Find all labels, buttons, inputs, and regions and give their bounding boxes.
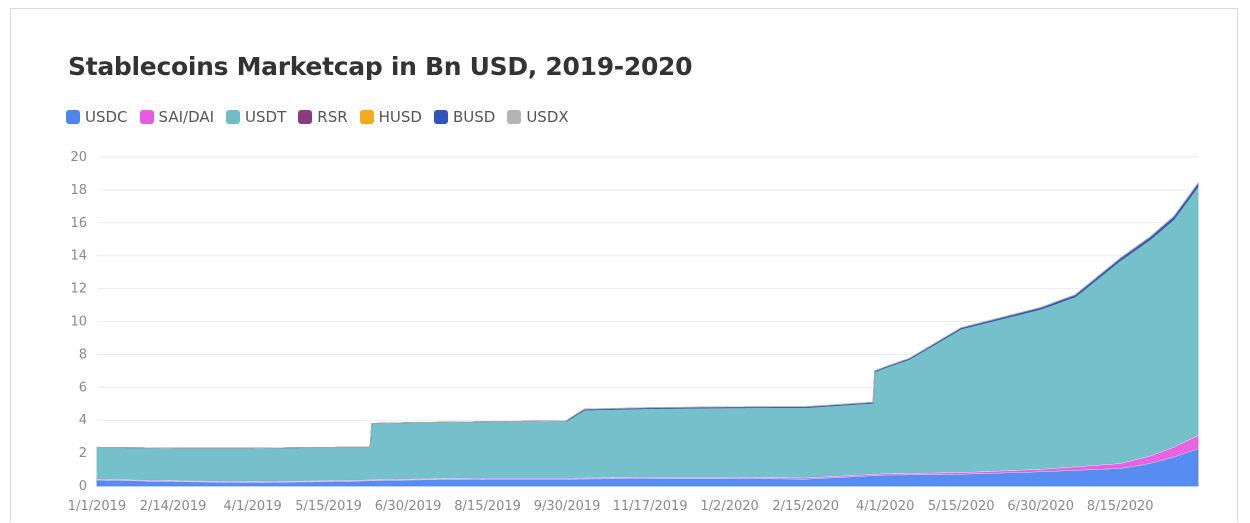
legend-label: RSR	[317, 108, 348, 126]
x-tick-label: 5/15/2020	[928, 499, 995, 514]
chart-legend: USDC SAI/DAI USDT RSR HUSD BUSD USDX	[66, 108, 569, 126]
x-axis-ticks: 1/1/2019 2/14/2019 4/1/2019 5/15/2019 6/30/2…	[68, 499, 1154, 514]
chart-title: Stablecoins Marketcap in Bn USD, 2019-20…	[68, 52, 693, 81]
y-tick-label: 16	[70, 216, 87, 231]
x-tick-label: 6/30/2019	[375, 499, 442, 514]
x-tick-label: 8/15/2020	[1087, 499, 1154, 514]
legend-item-usdt[interactable]: USDT	[226, 108, 286, 126]
legend-swatch	[66, 110, 80, 124]
legend-item-sai-dai[interactable]: SAI/DAI	[139, 108, 215, 126]
legend-item-usdx[interactable]: USDX	[507, 108, 569, 126]
legend-label: USDX	[526, 108, 569, 126]
legend-swatch	[139, 110, 154, 124]
y-tick-label: 10	[70, 315, 87, 330]
x-tick-label: 11/17/2019	[613, 499, 688, 514]
legend-swatch	[359, 110, 374, 124]
x-tick-label: 5/15/2019	[295, 499, 362, 514]
legend-label: SAI/DAI	[158, 108, 215, 126]
legend-swatch	[433, 110, 448, 124]
y-tick-label: 12	[70, 282, 87, 297]
legend-swatch	[226, 110, 241, 124]
legend-item-husd[interactable]: HUSD	[359, 108, 422, 126]
x-tick-label: 1/2/2020	[700, 499, 758, 514]
y-tick-label: 18	[70, 183, 87, 198]
y-tick-label: 6	[79, 380, 87, 395]
x-tick-label: 2/15/2020	[772, 499, 839, 514]
legend-label: HUSD	[378, 108, 422, 126]
y-tick-label: 8	[79, 347, 87, 362]
legend-label: USDT	[245, 108, 287, 126]
area-usdt	[96, 185, 1199, 482]
legend-item-rsr[interactable]: RSR	[298, 108, 348, 126]
legend-label: BUSD	[452, 108, 496, 126]
series-areas	[96, 182, 1199, 487]
x-tick-label: 6/30/2020	[1007, 499, 1074, 514]
legend-item-usdc[interactable]: USDC	[66, 108, 128, 126]
x-tick-label: 8/15/2019	[454, 499, 521, 514]
x-tick-label: 4/1/2019	[223, 499, 281, 514]
x-tick-label: 4/1/2020	[856, 499, 914, 514]
y-tick-label: 2	[79, 446, 87, 461]
y-tick-label: 0	[79, 479, 87, 494]
y-axis-ticks: 0 2 4 6 8 10 12 14 16 18 20	[70, 150, 87, 494]
x-tick-label: 9/30/2019	[534, 499, 601, 514]
y-tick-label: 20	[70, 150, 87, 165]
legend-item-busd[interactable]: BUSD	[433, 108, 496, 126]
x-tick-label: 1/1/2019	[68, 499, 126, 514]
legend-label: USDC	[85, 108, 128, 126]
legend-swatch	[298, 110, 313, 124]
legend-swatch	[507, 110, 522, 124]
area-usdx	[96, 183, 1199, 449]
y-tick-label: 14	[70, 249, 87, 264]
x-tick-label: 2/14/2019	[140, 499, 207, 514]
y-tick-label: 4	[79, 413, 87, 428]
